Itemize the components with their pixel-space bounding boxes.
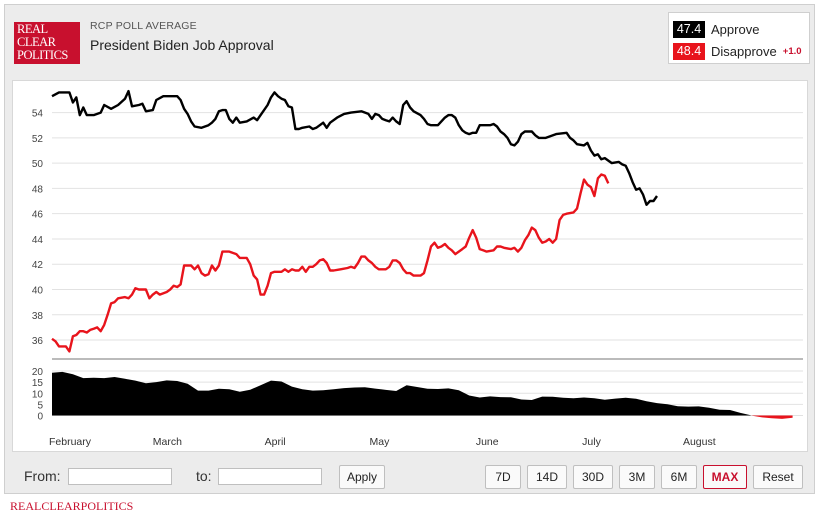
y-tick-label: 46 xyxy=(32,210,44,221)
rcp-logo[interactable]: REAL CLEAR POLITICS xyxy=(14,22,80,64)
x-tick-label: July xyxy=(582,436,601,448)
x-tick-label: May xyxy=(370,436,391,448)
logo-line-1: REAL xyxy=(17,22,48,36)
net-y-tick-label: 15 xyxy=(32,378,44,389)
net-y-tick-label: 0 xyxy=(37,412,43,423)
series-line-disapprove xyxy=(51,173,610,353)
disapprove-change: +1.0 xyxy=(782,45,802,57)
apply-button[interactable]: Apply xyxy=(339,465,385,489)
from-date-input[interactable] xyxy=(68,468,172,485)
y-tick-label: 54 xyxy=(32,109,44,120)
range-6m-button[interactable]: 6M xyxy=(661,465,697,489)
y-tick-label: 50 xyxy=(32,159,44,170)
x-tick-label: April xyxy=(265,436,286,448)
approve-value: 47.4 xyxy=(673,20,705,38)
legend-disapprove: 48.4 Disapprove +1.0 xyxy=(673,42,802,60)
y-tick-label: 52 xyxy=(32,134,44,145)
y-tick-label: 40 xyxy=(32,286,44,297)
footer-brand[interactable]: REALCLEARPOLITICS xyxy=(10,499,134,513)
date-controls: From: to: Apply 7D 14D 30D 3M 6M MAX Res… xyxy=(0,460,821,494)
approve-label: Approve xyxy=(711,21,760,37)
legend-approve: 47.4 Approve xyxy=(673,20,759,38)
x-tick-label: August xyxy=(683,436,716,448)
chart-legend: 47.4 Approve 48.4 Disapprove +1.0 xyxy=(668,12,810,64)
logo-line-2: CLEAR xyxy=(17,35,56,49)
range-max-button[interactable]: MAX xyxy=(703,465,747,489)
chart-area: 36 38 40 42 44 46 48 50 52 54 0 5 10 15 20 February Marc… xyxy=(12,80,808,452)
y-tick-label: 36 xyxy=(32,336,44,347)
net-y-tick-label: 5 xyxy=(37,400,43,411)
disapprove-label: Disapprove xyxy=(711,43,777,59)
from-label: From: xyxy=(24,468,61,484)
y-tick-label: 42 xyxy=(32,260,44,271)
net-approval-area-negative xyxy=(750,415,793,419)
range-14d-button[interactable]: 14D xyxy=(527,465,567,489)
to-label: to: xyxy=(196,468,212,484)
disapprove-value: 48.4 xyxy=(673,42,705,60)
net-approval-area-positive xyxy=(52,371,751,416)
range-7d-button[interactable]: 7D xyxy=(485,465,521,489)
series-line-approve xyxy=(51,89,658,206)
range-30d-button[interactable]: 30D xyxy=(573,465,613,489)
y-tick-label: 48 xyxy=(32,184,44,195)
logo-line-3: POLITICS xyxy=(17,48,68,62)
net-y-tick-label: 10 xyxy=(32,389,44,400)
range-3m-button[interactable]: 3M xyxy=(619,465,655,489)
poll-average-label: RCP POLL AVERAGE xyxy=(90,20,197,32)
net-y-tick-label: 20 xyxy=(32,367,44,378)
to-date-input[interactable] xyxy=(218,468,322,485)
y-tick-label: 38 xyxy=(32,311,44,322)
x-tick-label: March xyxy=(153,436,182,448)
y-tick-label: 44 xyxy=(32,235,44,246)
poll-title: President Biden Job Approval xyxy=(90,37,274,53)
x-tick-label: June xyxy=(476,436,499,448)
reset-button[interactable]: Reset xyxy=(753,465,803,489)
x-tick-label: February xyxy=(49,436,92,448)
